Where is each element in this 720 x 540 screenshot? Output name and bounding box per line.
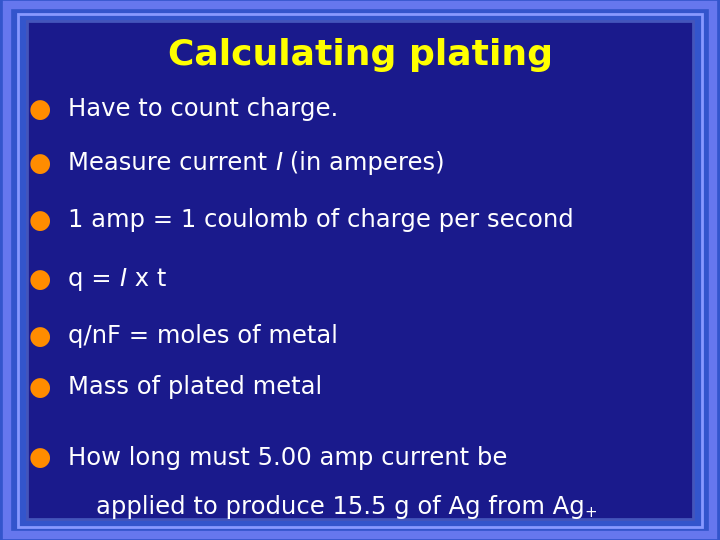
Text: applied to produce 15.5 g of Ag from Ag: applied to produce 15.5 g of Ag from Ag <box>96 495 585 519</box>
Text: (in amperes): (in amperes) <box>282 151 445 175</box>
Text: Have to count charge.: Have to count charge. <box>68 97 338 121</box>
Text: x t: x t <box>127 267 166 291</box>
Text: +: + <box>585 505 597 520</box>
Text: ●: ● <box>28 208 51 234</box>
Text: ●: ● <box>28 375 51 401</box>
Text: ●: ● <box>28 97 51 123</box>
Text: Calculating plating: Calculating plating <box>168 38 552 72</box>
Text: Measure current: Measure current <box>68 151 275 175</box>
Text: How long must 5.00 amp current be: How long must 5.00 amp current be <box>68 446 508 469</box>
Text: q =: q = <box>68 267 120 291</box>
Text: 1 amp = 1 coulomb of charge per second: 1 amp = 1 coulomb of charge per second <box>68 208 574 232</box>
Text: ●: ● <box>28 446 51 471</box>
FancyBboxPatch shape <box>27 21 693 519</box>
Text: ●: ● <box>28 267 51 293</box>
Text: q/nF = moles of metal: q/nF = moles of metal <box>68 324 338 348</box>
Text: I: I <box>275 151 282 175</box>
FancyBboxPatch shape <box>18 14 702 526</box>
FancyBboxPatch shape <box>7 5 713 535</box>
Text: ●: ● <box>28 151 51 177</box>
Text: ●: ● <box>28 324 51 350</box>
Text: Mass of plated metal: Mass of plated metal <box>68 375 323 399</box>
Text: I: I <box>120 267 127 291</box>
